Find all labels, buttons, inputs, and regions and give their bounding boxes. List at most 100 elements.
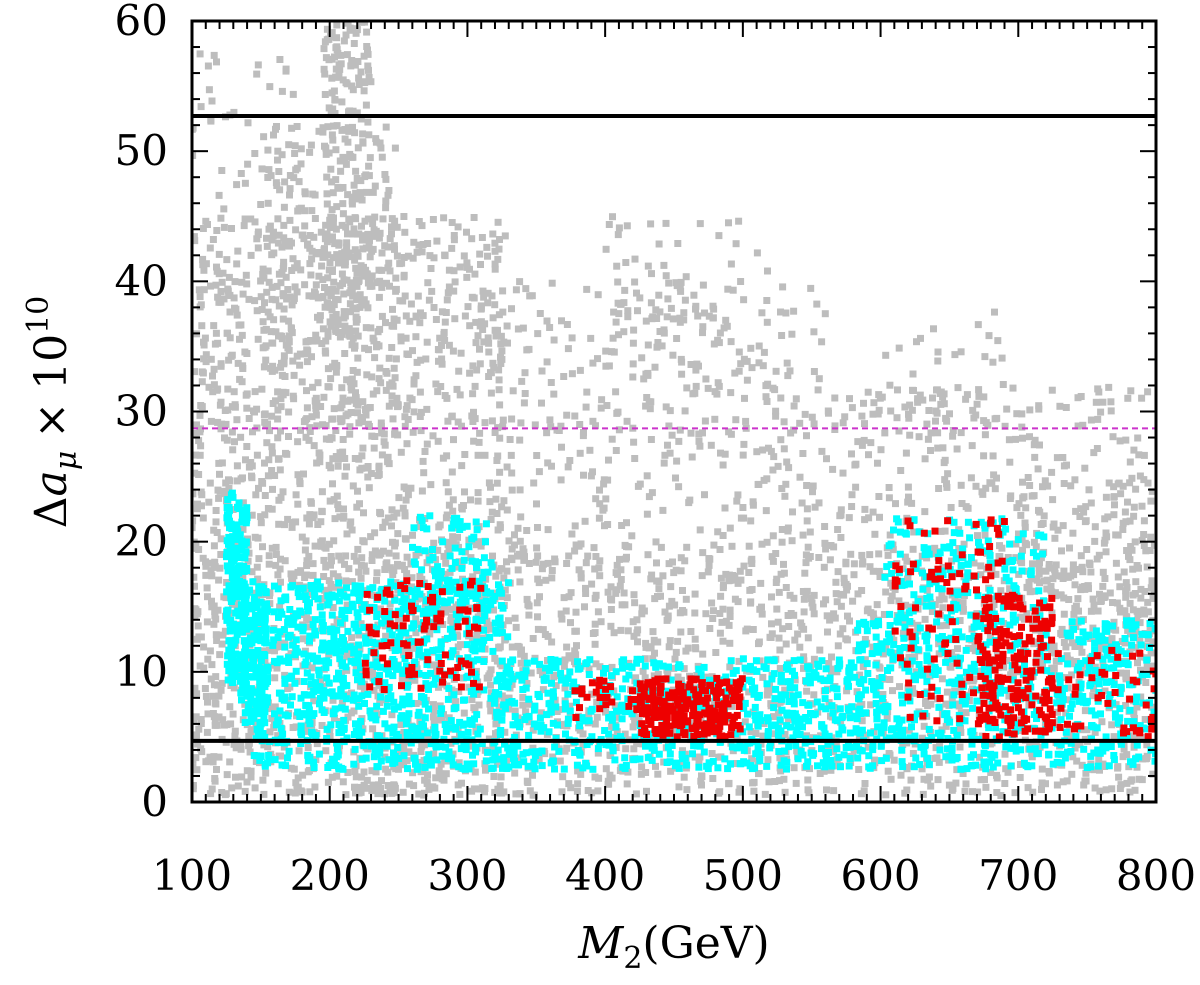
data-point [243, 443, 251, 450]
data-point [1140, 542, 1148, 549]
data-point [311, 783, 319, 791]
data-point [676, 318, 684, 326]
data-point [260, 133, 268, 141]
data-point [280, 743, 288, 751]
data-point [472, 724, 480, 732]
data-point [354, 409, 361, 417]
data-point [932, 744, 940, 752]
data-point [294, 438, 302, 446]
data-point [498, 347, 506, 355]
data-point [1063, 652, 1071, 660]
data-point [242, 548, 250, 556]
data-point [514, 642, 522, 650]
data-point [215, 270, 223, 278]
data-point [763, 398, 771, 405]
data-point [205, 498, 213, 506]
data-point [192, 490, 197, 498]
data-point [320, 65, 328, 73]
data-point [278, 371, 286, 379]
data-point [268, 236, 276, 244]
data-point [376, 277, 384, 285]
data-point [550, 336, 558, 344]
data-point [547, 379, 555, 386]
data-point [366, 236, 373, 244]
data-point [435, 346, 443, 354]
data-point [830, 787, 838, 795]
data-point [472, 318, 480, 326]
data-point [516, 278, 524, 286]
data-point [828, 653, 835, 661]
data-point [934, 444, 942, 452]
data-point [306, 424, 314, 432]
data-point [196, 451, 204, 459]
data-point [536, 310, 544, 317]
data-point [390, 781, 398, 789]
data-point [424, 240, 432, 247]
data-point [1090, 601, 1098, 609]
data-point [777, 308, 784, 316]
data-point [359, 245, 367, 253]
data-point [341, 261, 348, 269]
data-point [552, 682, 560, 690]
data-point [326, 235, 333, 243]
data-point [302, 537, 310, 545]
data-point [382, 632, 390, 640]
data-point [508, 486, 516, 494]
data-point [280, 203, 288, 211]
data-point [902, 449, 910, 457]
data-point [245, 739, 253, 747]
data-point [349, 367, 357, 374]
data-point [742, 417, 750, 425]
data-point [1095, 551, 1103, 559]
data-point [245, 701, 253, 709]
data-point [366, 672, 374, 680]
data-point [227, 637, 234, 645]
data-point [487, 707, 495, 715]
data-point [1099, 568, 1107, 576]
data-point [224, 676, 232, 684]
data-point [711, 415, 719, 423]
data-point [325, 35, 333, 43]
data-point [1045, 561, 1053, 568]
data-point [323, 173, 331, 181]
data-point [336, 282, 344, 290]
data-point [226, 524, 233, 532]
data-point [595, 774, 603, 782]
data-point [861, 656, 869, 664]
data-point [480, 338, 488, 346]
data-point [548, 574, 556, 582]
data-point [441, 570, 449, 578]
data-point [970, 675, 978, 683]
data-point [220, 205, 228, 213]
data-point [755, 638, 763, 646]
data-point [529, 726, 537, 734]
data-point [498, 355, 506, 363]
data-point [1000, 663, 1008, 671]
data-point [241, 179, 249, 187]
data-point [364, 420, 372, 428]
data-point [829, 465, 837, 473]
data-point [351, 342, 359, 350]
data-point [304, 337, 312, 345]
data-point [516, 578, 524, 586]
data-point [825, 660, 833, 667]
data-point [539, 626, 547, 634]
data-point [228, 428, 236, 436]
data-point [275, 455, 283, 463]
data-point [594, 749, 602, 757]
data-point [1125, 763, 1133, 771]
data-point [724, 285, 732, 293]
data-point [430, 707, 438, 714]
data-point [904, 576, 912, 584]
data-point [992, 570, 1000, 578]
data-point [254, 244, 262, 252]
data-point [268, 443, 276, 451]
data-point [957, 348, 965, 356]
data-point [471, 768, 479, 776]
data-point [238, 331, 246, 339]
data-point [1018, 535, 1026, 543]
data-point [356, 466, 364, 474]
data-point [483, 617, 491, 625]
data-point [207, 790, 215, 798]
data-point [331, 53, 338, 61]
